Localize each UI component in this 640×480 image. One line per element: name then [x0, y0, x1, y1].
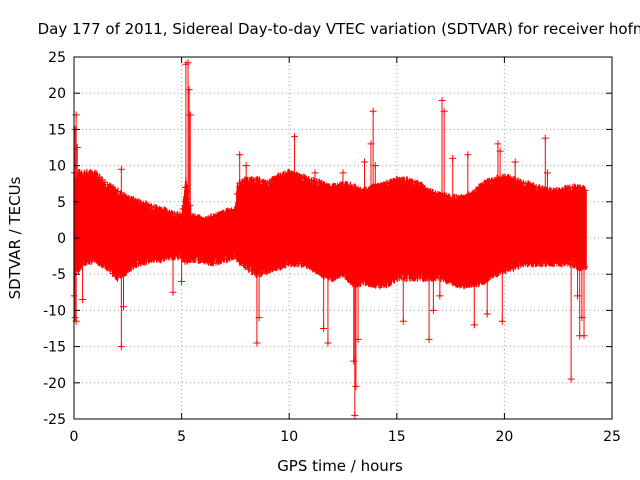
x-tick-label: 15 [388, 429, 406, 445]
spike-point [543, 169, 551, 177]
spike-point [119, 303, 127, 311]
spike-point [470, 321, 478, 329]
spike-point [339, 169, 347, 177]
x-axis-ticks: 0 5 10 15 20 25 [70, 57, 621, 445]
spike-point [236, 151, 244, 159]
spike-point [71, 314, 79, 322]
spike-point [242, 162, 250, 170]
spike-point [494, 140, 502, 148]
spike-point [178, 277, 186, 285]
spike-point [361, 158, 369, 166]
spike-point [511, 158, 519, 166]
spike-point [436, 292, 444, 300]
y-tick-label: 10 [48, 159, 66, 175]
x-axis-label: GPS time / hours [277, 457, 403, 475]
spike-point [291, 133, 299, 141]
y-tick-label: -10 [43, 303, 66, 319]
spike-point [496, 147, 504, 155]
spike-point [117, 165, 125, 173]
spike-point [464, 151, 472, 159]
spike-point [449, 154, 457, 162]
spike-point [429, 306, 437, 314]
y-axis-label: SDTVAR / TECUs [6, 176, 24, 299]
y-tick-label: 5 [57, 195, 66, 211]
data-series [71, 59, 589, 419]
y-tick-label: -5 [52, 267, 66, 283]
x-tick-label: 10 [280, 429, 298, 445]
spike-point [324, 339, 332, 347]
y-tick-label: 25 [48, 50, 66, 66]
spike-point [371, 162, 379, 170]
spike-point [311, 169, 319, 177]
y-tick-label: 0 [57, 231, 66, 247]
spike-point [438, 96, 446, 104]
spike-point [79, 296, 87, 304]
spike-point [184, 59, 192, 67]
y-tick-label: 15 [48, 122, 66, 138]
spike-point [351, 411, 359, 419]
chart-title: Day 177 of 2011, Sidereal Day-to-day VTE… [38, 20, 640, 38]
spike-point [253, 339, 261, 347]
y-tick-label: -25 [43, 412, 66, 428]
spike-point [425, 335, 433, 343]
spike-point [567, 375, 575, 383]
x-tick-label: 5 [177, 429, 186, 445]
spike-point [117, 343, 125, 351]
spike-point [580, 332, 588, 340]
spike-point [399, 317, 407, 325]
spike-point [255, 314, 263, 322]
spike-point [483, 310, 491, 318]
x-tick-label: 25 [603, 429, 621, 445]
spike-point [185, 86, 193, 94]
x-tick-label: 20 [495, 429, 513, 445]
x-tick-label: 0 [70, 429, 79, 445]
y-tick-label: -20 [43, 376, 66, 392]
spike-point [186, 111, 194, 119]
spike-point [320, 325, 328, 332]
spike-point [73, 144, 81, 151]
spike-point [369, 107, 377, 115]
spike-point [354, 335, 362, 343]
y-tick-label: 20 [48, 86, 66, 102]
y-axis-ticks: -25 -20 -15 -10 -5 0 5 10 15 20 25 [43, 50, 612, 428]
y-tick-label: -15 [43, 340, 66, 356]
spike-point [440, 107, 448, 115]
spike-point [498, 317, 506, 325]
spike-point [169, 288, 177, 296]
spike-point [352, 382, 360, 390]
spike-point [541, 134, 549, 142]
